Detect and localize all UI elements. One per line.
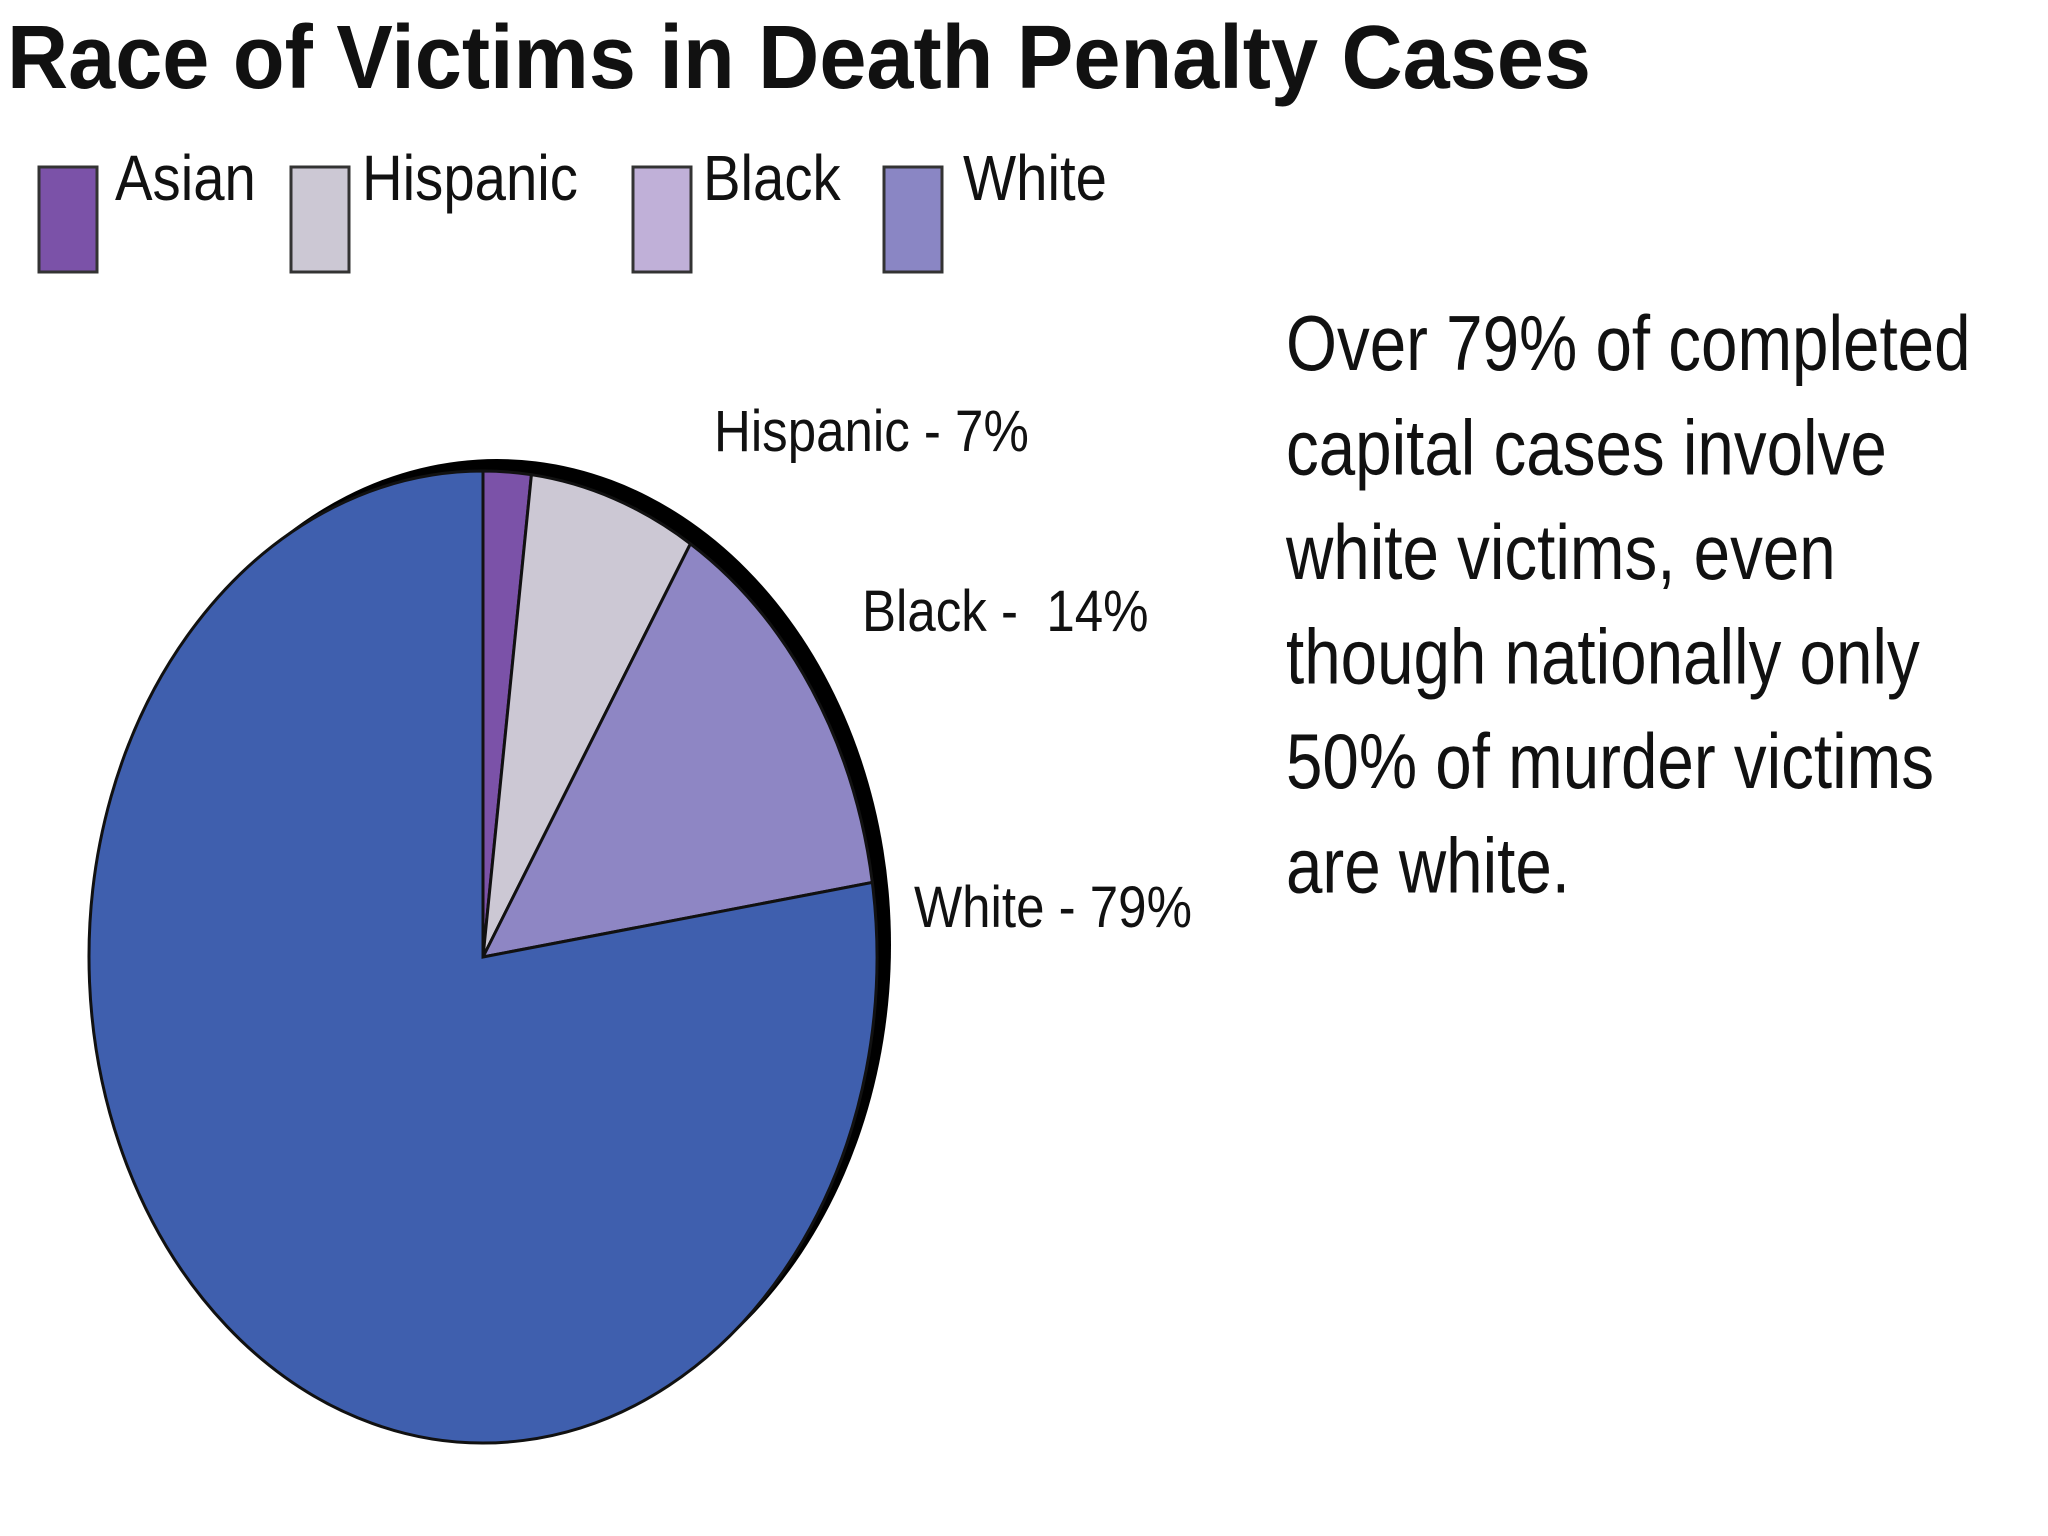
legend-swatch: [289, 165, 351, 274]
legend-swatch: [37, 165, 99, 274]
data-label: Black - 14%: [862, 579, 1148, 644]
chart-title: Race of Victims in Death Penalty Cases: [7, 8, 1591, 108]
annotation-line: Over 79% of completed: [1286, 301, 1971, 388]
pie-slice: [481, 472, 693, 958]
annotation-line: 50% of murder victims: [1286, 719, 1934, 806]
legend-swatch: [631, 165, 693, 274]
pie-slice: [480, 541, 875, 960]
annotation-line: capital cases involve: [1286, 405, 1887, 492]
legend-label: Asian: [115, 142, 256, 214]
legend-label: Black: [703, 142, 841, 214]
data-label: White - 79%: [914, 875, 1192, 940]
annotation: Over 79% of completed capital cases invol…: [1285, 301, 1970, 910]
legend-label: White: [963, 142, 1107, 214]
annotation-line: white victims, even: [1285, 510, 1836, 597]
legend-label: Hispanic: [362, 142, 578, 214]
annotation-line: are white.: [1286, 823, 1570, 910]
data-label: Hispanic - 7%: [714, 399, 1029, 464]
annotation-line: though nationally only: [1286, 614, 1920, 701]
legend-swatch: [882, 165, 944, 274]
pie-slice: [87, 469, 879, 1445]
